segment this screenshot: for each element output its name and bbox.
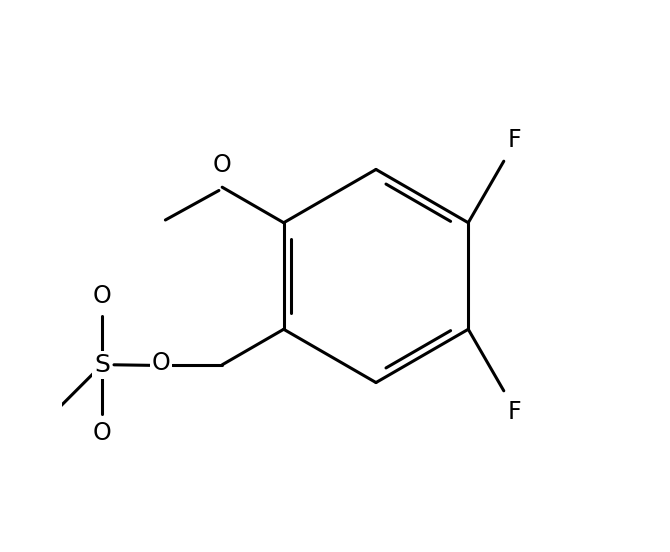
Text: S: S	[94, 353, 110, 377]
Text: F: F	[508, 129, 521, 152]
Text: O: O	[92, 284, 111, 309]
Text: O: O	[92, 421, 111, 445]
Text: O: O	[213, 153, 232, 177]
Text: O: O	[151, 351, 170, 375]
Text: F: F	[508, 400, 521, 423]
